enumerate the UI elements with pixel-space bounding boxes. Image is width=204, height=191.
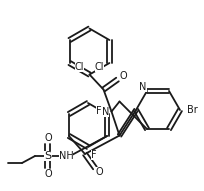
- Text: F: F: [91, 150, 96, 160]
- Text: F: F: [96, 106, 101, 116]
- Text: O: O: [44, 133, 52, 143]
- Text: N: N: [101, 107, 109, 117]
- Text: Br: Br: [186, 105, 196, 115]
- Text: Cl: Cl: [74, 62, 84, 72]
- Text: S: S: [44, 151, 51, 161]
- Text: O: O: [95, 167, 102, 177]
- Text: N: N: [139, 82, 146, 92]
- Text: NH: NH: [58, 151, 73, 161]
- Text: Cl: Cl: [94, 62, 104, 72]
- Text: O: O: [119, 70, 127, 81]
- Text: O: O: [44, 169, 52, 179]
